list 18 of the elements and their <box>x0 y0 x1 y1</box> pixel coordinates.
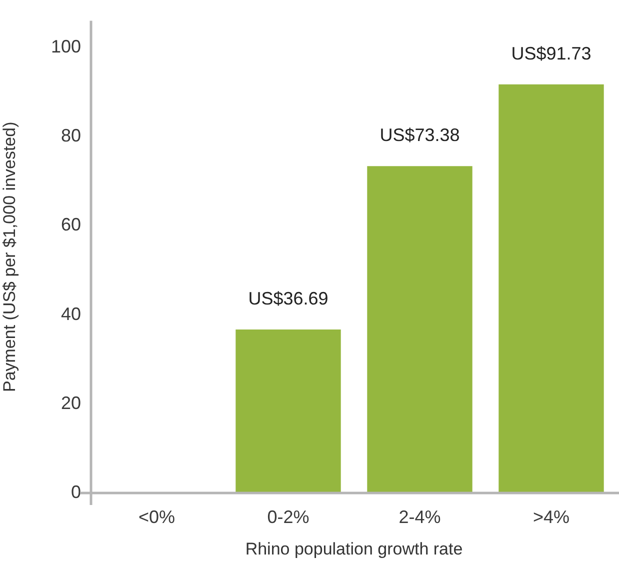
y-tick-label: 0 <box>70 482 81 502</box>
x-axis-title: Rhino population growth rate <box>245 539 463 558</box>
data-label: US$36.69 <box>248 288 328 309</box>
bar <box>498 84 604 493</box>
x-tick-label: 2-4% <box>398 506 441 527</box>
y-axis-title: Payment (US$ per $1,000 invested) <box>0 122 19 392</box>
y-tick-label: 60 <box>60 214 81 235</box>
y-tick-label: 20 <box>60 392 81 413</box>
data-label: US$91.73 <box>511 43 592 64</box>
y-tick-label: 40 <box>60 304 81 324</box>
x-tick-label: >4% <box>532 506 570 527</box>
y-tick-label: 100 <box>50 36 81 56</box>
x-tick-label: <0% <box>138 506 176 527</box>
x-tick-label: 0-2% <box>267 506 310 527</box>
bar <box>367 166 472 493</box>
y-tick-label: 80 <box>60 126 81 146</box>
data-label: US$73.38 <box>380 125 460 146</box>
bar <box>236 330 341 493</box>
